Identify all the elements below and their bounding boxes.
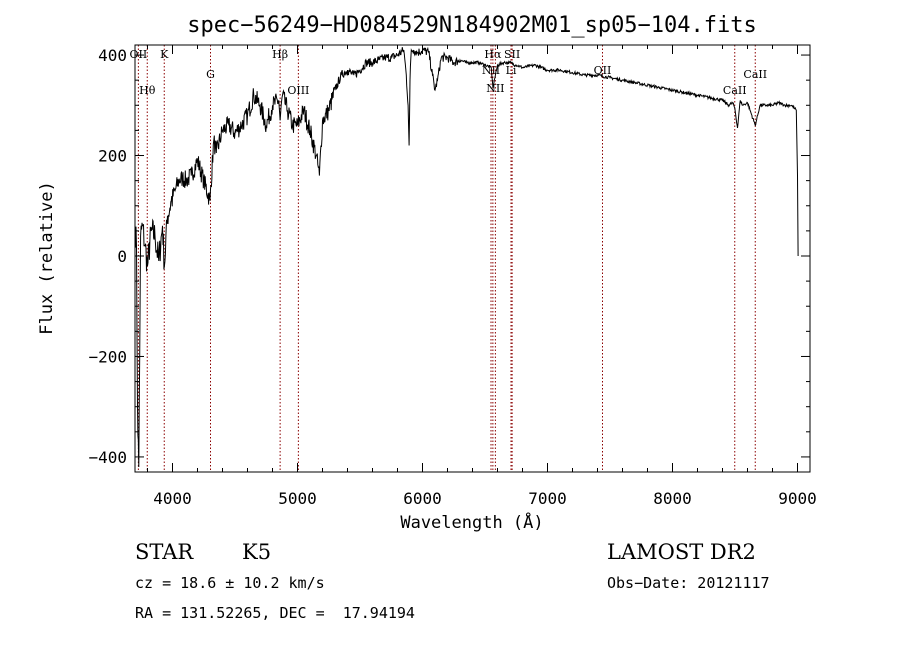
object-subclass: K5 bbox=[242, 540, 272, 564]
line-label-10: SII bbox=[504, 48, 520, 61]
line-label-12: CaII bbox=[723, 84, 747, 97]
y-tick-label-3: 200 bbox=[98, 147, 127, 166]
line-label-3: G bbox=[206, 68, 215, 81]
chart-title: spec−56249−HD084529N184902M01_sp05−104.f… bbox=[187, 13, 757, 38]
y-axis-label: Flux (relative) bbox=[37, 181, 57, 335]
ra-dec-coordinates: RA = 131.52265, DEC = 17.94194 bbox=[135, 604, 415, 622]
redshift-cz: cz = 18.6 ± 10.2 km/s bbox=[135, 574, 325, 592]
x-tick-label-4: 8000 bbox=[653, 489, 692, 508]
line-label-9: Li bbox=[506, 64, 517, 77]
line-label-8: NII bbox=[486, 82, 504, 95]
survey-name: LAMOST DR2 bbox=[607, 540, 756, 564]
x-tick-label-0: 4000 bbox=[153, 489, 192, 508]
line-label-13: CaII bbox=[743, 68, 767, 81]
x-tick-label-5: 9000 bbox=[778, 489, 817, 508]
x-tick-label-2: 6000 bbox=[403, 489, 442, 508]
x-tick-label-3: 7000 bbox=[528, 489, 567, 508]
line-label-5: OIII bbox=[287, 84, 309, 97]
line-label-0: OII bbox=[130, 48, 148, 61]
axes: 4000 5000 6000 7000 8000 9000 −400 −200 0 200 400 bbox=[88, 45, 817, 508]
x-tick-label-1: 5000 bbox=[278, 489, 317, 508]
observation-date: Obs−Date: 20121117 bbox=[607, 574, 770, 592]
spectrum-series bbox=[134, 46, 799, 468]
y-tick-label-4: 400 bbox=[98, 46, 127, 65]
plot-frame bbox=[134, 44, 811, 473]
y-tick-label-1: −200 bbox=[88, 347, 127, 366]
object-class: STAR bbox=[135, 540, 194, 564]
y-tick-label-2: 0 bbox=[117, 247, 127, 266]
line-label-1: Hθ bbox=[139, 84, 156, 97]
spectrum-line bbox=[134, 46, 799, 468]
line-label-4: Hβ bbox=[272, 48, 288, 61]
y-tick-label-0: −400 bbox=[88, 448, 127, 467]
x-axis-label: Wavelength (Å) bbox=[400, 511, 543, 533]
line-label-7: Hα bbox=[484, 48, 502, 61]
line-label-2: K bbox=[160, 48, 169, 61]
